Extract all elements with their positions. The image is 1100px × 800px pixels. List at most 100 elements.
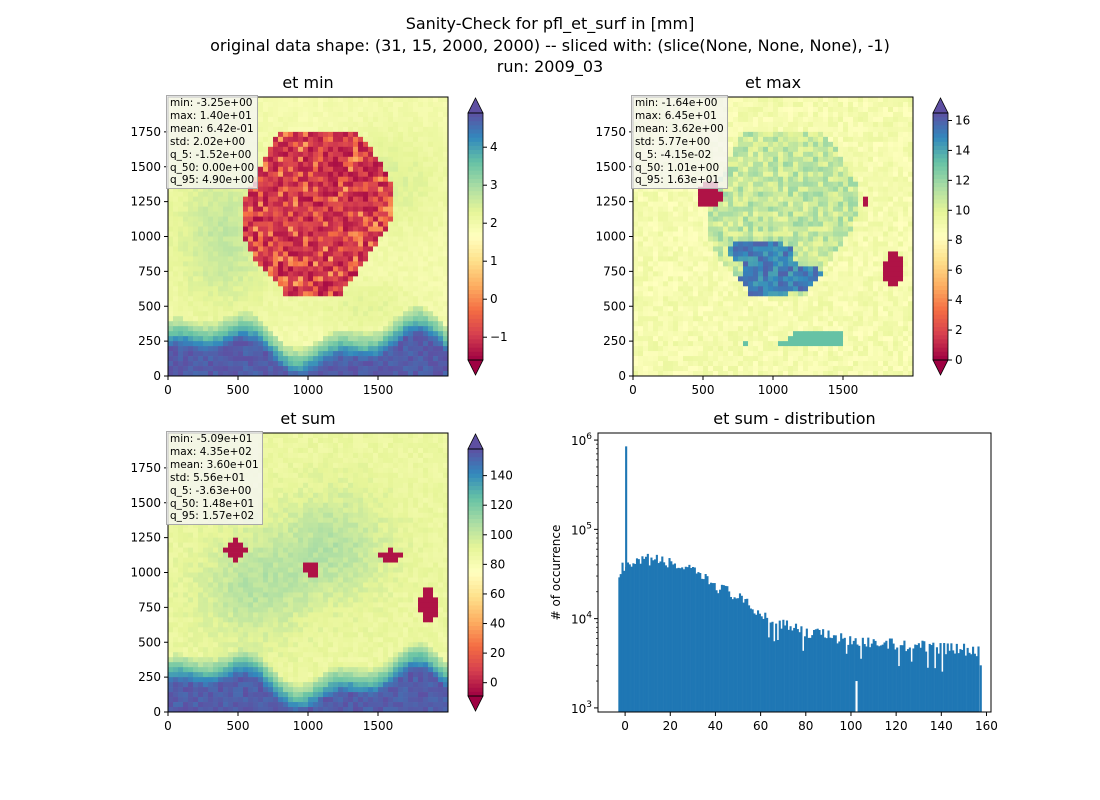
histogram-bar [914,644,917,712]
histogram-bar [648,565,651,712]
histogram-bar [854,638,857,712]
histogram-bar [740,595,743,712]
histogram-bar [894,649,897,712]
y-tick-label-et-max: 1250 [595,195,626,209]
histogram-bar [628,564,631,712]
colorbar-tick-label-et-max: 4 [955,293,963,307]
x-tick-label-et-sum: 1000 [293,719,324,733]
colorbar-tick-label-et-max: 16 [955,113,970,127]
panel-title-et-max: et max [745,73,801,92]
histogram-bar [964,655,967,712]
histogram-bar [876,645,879,712]
colorbar-tick-label-et-min: 3 [490,178,498,192]
histogram-bar [867,637,870,712]
histogram-bar [735,598,738,712]
colorbar-tick-label-et-max: 0 [955,353,963,367]
stats-box-et-sum: min: -5.09e+01 max: 4.35e+02 mean: 3.60e+0… [166,431,263,526]
histogram-bar [688,564,691,712]
histogram-bar [769,622,772,712]
histogram-bar [632,563,635,712]
histogram-bar [708,584,711,712]
stat-line: q_95: 1.57e+02 [170,510,255,523]
y-tick-label-et-min: 250 [138,334,161,348]
histogram-y-tick-label: 104 [571,611,592,627]
histogram-x-tick-label: 60 [753,719,768,733]
histogram-bar [813,630,816,712]
colorbar-extend-min-et-max [932,359,949,376]
histogram-bar [726,586,729,712]
histogram-bar [787,629,790,712]
stat-line: std: 2.02e+00 [170,135,246,148]
histogram-bar [836,643,839,712]
histogram-bar [840,633,843,712]
colorbar-tick-label-et-sum: 60 [490,587,505,601]
histogram-bar [715,590,718,712]
histogram-bar [767,637,770,712]
histogram-bar [760,616,763,712]
stat-line: q_5: -3.63e+00 [170,484,252,497]
histogram-bar [659,561,662,712]
histogram-frame [597,432,992,713]
histogram-bar [643,558,646,712]
histogram-bar [841,638,845,712]
y-tick-label-et-sum: 0 [153,705,161,719]
histogram-bar [950,643,953,712]
histogram-bar [661,556,664,712]
histogram-bar [733,597,736,712]
histogram-bar [879,645,882,712]
histogram-bar [941,671,944,712]
histogram-panel: et sum - distribution 0 20 40 60 80 100 120 140 1… [549,409,998,733]
x-tick-label-et-min: 0 [164,383,172,397]
histogram-bar [782,619,785,712]
histogram-bar [865,646,868,712]
histogram-bar [693,567,696,712]
histogram-bar [979,665,982,712]
y-tick-label-et-max: 250 [603,334,626,348]
colorbar-extend-max-et-min [467,97,484,114]
colorbar-tick-label-et-sum: 100 [490,528,513,542]
histogram-bar [679,568,682,712]
stats-box-et-max: min: -1.64e+00 max: 6.45e+01 mean: 3.62e+0… [631,95,728,190]
histogram-bar [670,561,673,712]
histogram-bar [713,583,716,712]
histogram-bar [818,629,821,712]
histogram-bar [742,602,745,712]
histogram-bar [872,639,875,712]
histogram-bar [899,645,902,712]
histogram-bar [785,620,789,712]
histogram-bar [901,645,904,712]
colorbar-tick-label-et-sum: 120 [490,498,513,512]
stat-line: max: 1.40e+01 [170,109,252,122]
histogram-bar [650,557,653,712]
histogram-bar [968,652,971,712]
histogram-bar [746,598,749,712]
histogram-bar [619,574,622,712]
histogram-bar [856,644,859,712]
stat-line: q_5: -1.52e+00 [170,148,252,161]
stat-line: q_50: 1.01e+00 [635,161,720,174]
histogram-bar [749,608,752,712]
histogram-bar [832,635,836,712]
histogram-bar [775,623,778,712]
histogram-bar [883,642,886,712]
histogram-bar [664,565,667,712]
histogram-bar [655,554,658,712]
histogram-bar [771,621,774,712]
histogram-bar [861,637,864,712]
histogram-bar [789,626,792,712]
histogram-bar [626,562,630,712]
histogram-x-tick-label: 160 [975,719,998,733]
figure-title-line-1: Sanity-Check for pfl_et_surf in [mm] [405,14,695,33]
y-tick-label-et-min: 1000 [130,230,161,244]
histogram-bar [809,637,812,712]
histogram-bar [955,643,958,712]
histogram-bar [822,629,825,712]
histogram-bar [959,649,962,712]
histogram-bar [668,558,671,712]
histogram-bar [623,570,626,712]
figure-title-line-3: run: 2009_03 [496,57,604,76]
histogram-bar [948,650,951,712]
histogram-bar [706,576,709,712]
histogram-bar [757,610,760,712]
histogram-bar [702,579,705,712]
